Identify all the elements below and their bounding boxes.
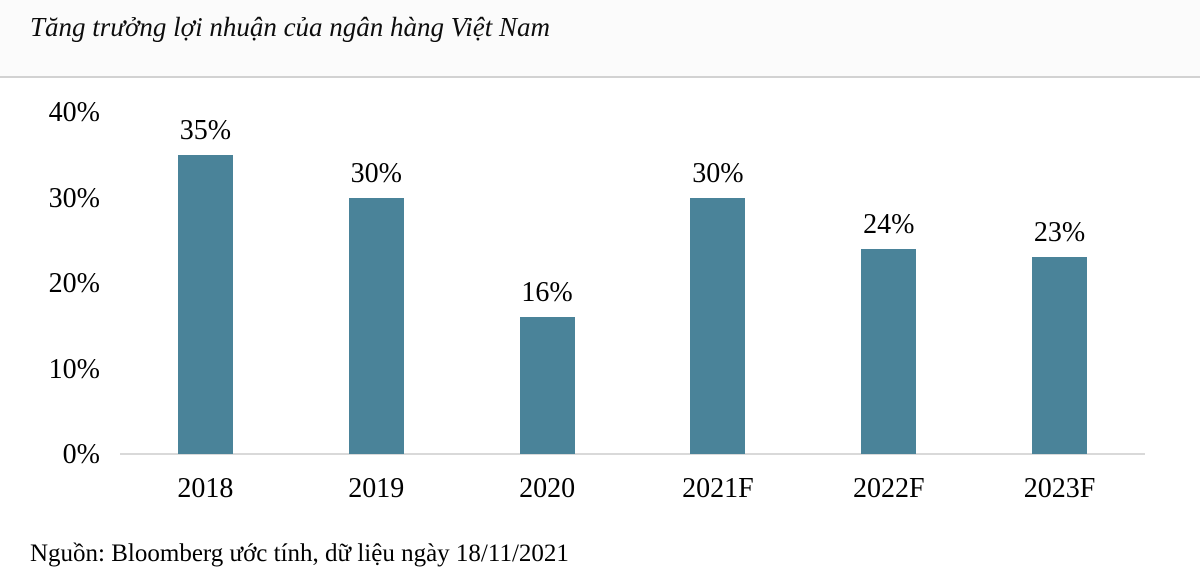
y-axis-tick-label: 30%: [48, 182, 100, 214]
x-axis-label: 2023F: [1023, 473, 1096, 504]
bar: [177, 154, 233, 454]
y-axis-tick-label: 10%: [48, 353, 100, 385]
bar: [519, 317, 575, 454]
y-axis-tick-label: 40%: [48, 97, 100, 128]
x-axis-label: 2018: [177, 473, 234, 504]
x-axis-label: 2020: [519, 473, 576, 504]
chart-title: Tăng trưởng lợi nhuận của ngân hàng Việt…: [30, 12, 551, 42]
y-axis-labels: 0% 10% 20% 30% 40%: [30, 0, 100, 588]
plot-area: 35% 30% 16% 30% 24% 23%: [120, 113, 1145, 455]
bar: [1032, 257, 1088, 454]
x-axis-labels: 2018 2019 2020 2021F 2022F 2023F: [120, 472, 1145, 512]
source-note: Nguồn: Bloomberg ước tính, dữ liệu ngày …: [30, 540, 569, 567]
x-axis-line: [120, 453, 1145, 455]
bar-value-label: 24%: [863, 208, 915, 240]
bar: [348, 197, 404, 454]
y-axis-tick-label: 20%: [48, 268, 100, 299]
x-axis-label: 2019: [348, 473, 405, 504]
bar-value-label: 35%: [179, 114, 232, 146]
bar-value-label: 30%: [350, 157, 402, 189]
x-axis-label: 2021F: [682, 473, 754, 504]
x-axis-label: 2022F: [852, 473, 925, 504]
bar-value-label: 30%: [692, 157, 744, 189]
bar: [861, 248, 917, 454]
bar: [690, 197, 746, 454]
chart-header: Tăng trưởng lợi nhuận của ngân hàng Việt…: [0, 0, 1200, 78]
bar-value-label: 23%: [1033, 217, 1086, 249]
bar-value-label: 16%: [521, 277, 573, 309]
y-axis-tick-label: 0%: [62, 439, 100, 470]
